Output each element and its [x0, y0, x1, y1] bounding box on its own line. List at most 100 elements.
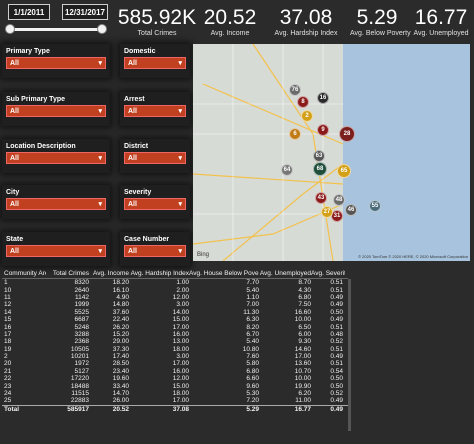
filter-dropdown[interactable]: All ▾	[6, 105, 106, 117]
table-cell: 7.20	[246, 397, 259, 405]
col-header[interactable]: Avg. House Below Poverty	[189, 270, 259, 277]
kpi-total-crimes: 585.92K Total Crimes	[117, 6, 197, 37]
col-header[interactable]: Avg. Hardship Index	[130, 270, 189, 277]
table-row[interactable]: 25 22883 26.00 17.00 7.20 11.00 0.49	[2, 397, 348, 404]
table-cell: 7.60	[246, 353, 259, 361]
table-cell: 17.00	[294, 353, 311, 361]
filter-dropdown[interactable]: All ▾	[124, 105, 186, 117]
table-row[interactable]: 15 6687 22.40 15.00 6.30 10.00 0.49	[2, 316, 348, 323]
table-cell: 5.30	[246, 390, 259, 398]
map-bubble[interactable]: 76	[289, 84, 301, 96]
map-bubble[interactable]: 63	[313, 150, 325, 162]
map-bubble[interactable]: 16	[317, 92, 329, 104]
col-header[interactable]: Community Area	[4, 270, 46, 277]
table-row[interactable]: 19 10505 37.30 18.00 10.80 14.60 0.51	[2, 346, 348, 353]
table-row[interactable]: 10 2640 16.10 2.00 5.40 4.30 0.51	[2, 286, 348, 294]
table-cell: 22.40	[112, 316, 129, 324]
table-row[interactable]: 18 2368 29.00 13.00 5.40 9.30 0.52	[2, 338, 348, 345]
chevron-down-icon: ▾	[98, 201, 102, 208]
table-cell: 26.00	[112, 397, 129, 405]
table-cell: 2368	[74, 338, 89, 346]
table-cell: 8.20	[246, 323, 259, 331]
filter-dropdown[interactable]: All ▾	[6, 245, 106, 257]
table-cell: 0.49	[330, 301, 343, 309]
start-date-input[interactable]: 1/1/2011	[8, 4, 50, 20]
table-cell: 16	[4, 323, 12, 331]
dropdown-value: All	[10, 59, 19, 67]
table-cell: 15.00	[172, 382, 189, 390]
filter-title: Domestic	[124, 48, 156, 55]
filter-dropdown[interactable]: All ▾	[124, 198, 186, 210]
slider-end-handle[interactable]	[97, 24, 107, 34]
table-scrollbar[interactable]	[348, 279, 351, 431]
table-cell: 26.20	[112, 323, 129, 331]
table-cell: 6.30	[246, 316, 259, 324]
map-bubble[interactable]: 46	[345, 204, 357, 216]
dropdown-value: All	[10, 154, 19, 162]
table-row[interactable]: 21 5127 23.40 16.00 6.80 10.70 0.54	[2, 368, 348, 375]
filter-dropdown[interactable]: All ▾	[6, 152, 106, 164]
map-bubble[interactable]: 55	[369, 200, 381, 212]
filter-city: City All ▾	[2, 185, 110, 219]
table-cell: 7.50	[298, 301, 311, 309]
filter-location-description: Location Description All ▾	[2, 139, 110, 173]
map-bubble[interactable]: 65	[337, 164, 351, 178]
table-cell: 0.52	[330, 390, 343, 398]
table-cell: 12.00	[172, 293, 189, 301]
table-row[interactable]: 22 17220 19.60 12.00 6.60 10.00 0.50	[2, 375, 348, 382]
map-bubble[interactable]: 27	[321, 206, 333, 218]
map-bubble[interactable]: 6	[289, 128, 301, 140]
filter-dropdown[interactable]: All ▾	[124, 245, 186, 257]
table-cell: 0.50	[330, 375, 343, 383]
date-range-slider[interactable]	[8, 28, 105, 31]
table-cell: 0.51	[330, 345, 343, 353]
map-bubble[interactable]: 8	[297, 96, 309, 108]
table-row[interactable]: 11 1142 4.90 12.00 1.10 6.80 0.49	[2, 294, 348, 301]
filter-dropdown[interactable]: All ▾	[6, 198, 106, 210]
map-bubble[interactable]: 31	[331, 210, 343, 222]
map-bubble[interactable]: 43	[315, 192, 327, 204]
col-header[interactable]: Avg. Severity	[311, 270, 345, 277]
map-bubble[interactable]: 68	[313, 162, 327, 176]
col-header[interactable]: Total Crimes	[52, 270, 89, 277]
dropdown-value: All	[128, 107, 137, 115]
kpi-value: 37.08	[279, 6, 333, 29]
filter-district: District All ▾	[120, 139, 190, 173]
table-cell: 11	[4, 293, 11, 301]
end-date-input[interactable]: 12/31/2017	[62, 4, 108, 20]
col-header[interactable]: Avg. Income	[92, 270, 129, 277]
filter-title: Sub Primary Type	[6, 96, 66, 103]
filter-dropdown[interactable]: All ▾	[124, 57, 186, 69]
filter-dropdown[interactable]: All ▾	[6, 57, 106, 69]
table-row[interactable]: 17 3288 15.20 16.00 6.70 6.00 0.48	[2, 331, 348, 338]
table-cell: 6.70	[246, 330, 259, 338]
table-cell: 19	[4, 345, 12, 353]
kpi-avg-unemployed: 16.77 Avg. Unemployed	[412, 6, 470, 37]
table-row[interactable]: 24 11515 14.70 18.00 5.30 6.20 0.52	[2, 390, 348, 397]
table-cell: 8320	[74, 279, 89, 287]
map-bubble[interactable]: 9	[317, 124, 329, 136]
table-row[interactable]: 2 10201 17.40 3.00 7.60 17.00 0.49	[2, 353, 348, 360]
table-cell: 24	[4, 390, 12, 398]
col-header[interactable]: Avg. Unemployed	[259, 270, 311, 277]
table-row[interactable]: 12 1999 14.80 3.00 7.00 7.50 0.49	[2, 301, 348, 308]
table-cell: 6.80	[298, 293, 311, 301]
map-bubble[interactable]: 64	[281, 164, 293, 176]
kpi-label: Avg. Unemployed	[413, 30, 469, 37]
filter-dropdown[interactable]: All ▾	[124, 152, 186, 164]
table-row[interactable]: 14 5525 37.60 14.00 11.30 16.60 0.50	[2, 309, 348, 316]
table-row[interactable]: 16 5248 26.20 17.00 8.20 6.50 0.51	[2, 323, 348, 331]
map-bubble[interactable]: 48	[333, 194, 345, 206]
table-row[interactable]: 23 18488 33.40 15.00 9.60 19.90 0.50	[2, 382, 348, 390]
table-cell: 11.00	[295, 397, 311, 405]
crime-map[interactable]: 76 8 16 2 9 6 28 63 64 68 65 48 43 46 55…	[193, 44, 470, 261]
dropdown-value: All	[128, 247, 137, 255]
kpi-label: Avg. Hardship Index	[274, 30, 338, 37]
table-row[interactable]: 20 1972 28.50 17.00 5.80 13.60 0.51	[2, 360, 348, 367]
map-bubble[interactable]: 28	[339, 126, 355, 142]
table-cell: 1972	[74, 360, 89, 368]
slider-start-handle[interactable]	[5, 24, 15, 34]
map-bubble[interactable]: 2	[301, 110, 313, 122]
total-cell: 5.29	[246, 406, 259, 414]
table-row[interactable]: 1 8320 18.20 1.00 7.70 8.70 0.51	[2, 279, 348, 286]
